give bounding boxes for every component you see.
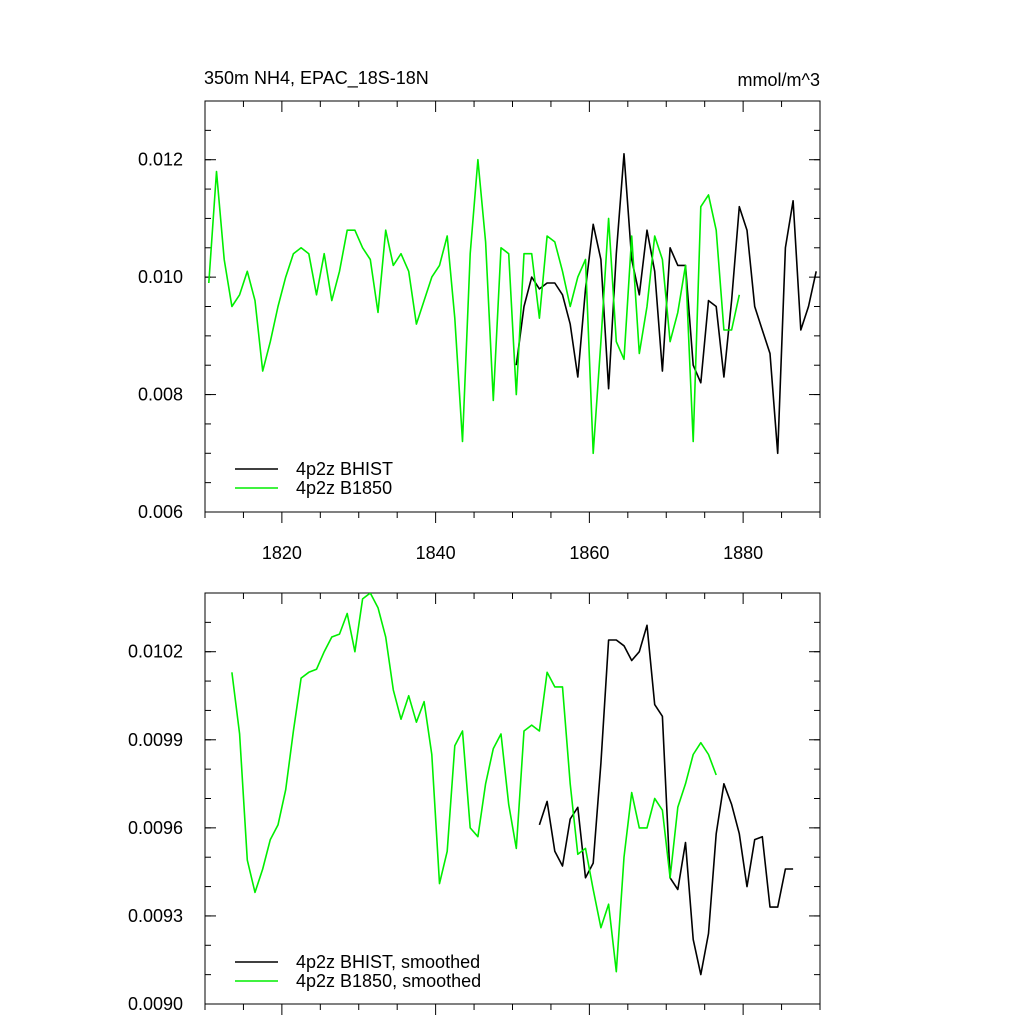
plot-frame xyxy=(204,100,821,513)
y-tick-label: 0.008 xyxy=(138,385,183,405)
x-tick-label: 1880 xyxy=(723,543,763,563)
y-tick-label: 0.012 xyxy=(138,150,183,170)
x-tick-label: 1820 xyxy=(262,543,302,563)
chart-title: 350m NH4, EPAC_18S-18N xyxy=(204,68,429,89)
legend-label: 4p2z BHIST xyxy=(296,459,393,479)
y-tick-label: 0.0090 xyxy=(128,994,183,1014)
y-tick-label: 0.0099 xyxy=(128,730,183,750)
plot-frame xyxy=(204,592,821,1005)
units-label: mmol/m^3 xyxy=(738,70,820,90)
y-tick-label: 0.006 xyxy=(138,502,183,522)
y-tick-label: 0.0102 xyxy=(128,642,183,662)
legend-label: 4p2z B1850 xyxy=(296,478,392,498)
y-tick-label: 0.0093 xyxy=(128,906,183,926)
x-tick-label: 1840 xyxy=(416,543,456,563)
x-tick-label: 1860 xyxy=(569,543,609,563)
top-panel: 350m NH4, EPAC_18S-18N mmol/m^3 0.006 0.0… xyxy=(138,68,821,563)
series-line-bhist xyxy=(538,624,794,976)
legend-label: 4p2z BHIST, smoothed xyxy=(296,952,480,972)
series-line-bhist xyxy=(515,153,817,455)
series-line-b1850 xyxy=(208,158,741,455)
legend-label: 4p2z B1850, smoothed xyxy=(296,971,481,991)
series-line-b1850 xyxy=(231,593,717,973)
bottom-panel: 0.0090 0.0093 0.0096 0.0099 0.0102 4p2z BHIST… xyxy=(128,592,821,1015)
y-tick-label: 0.010 xyxy=(138,267,183,287)
y-tick-label: 0.0096 xyxy=(128,818,183,838)
